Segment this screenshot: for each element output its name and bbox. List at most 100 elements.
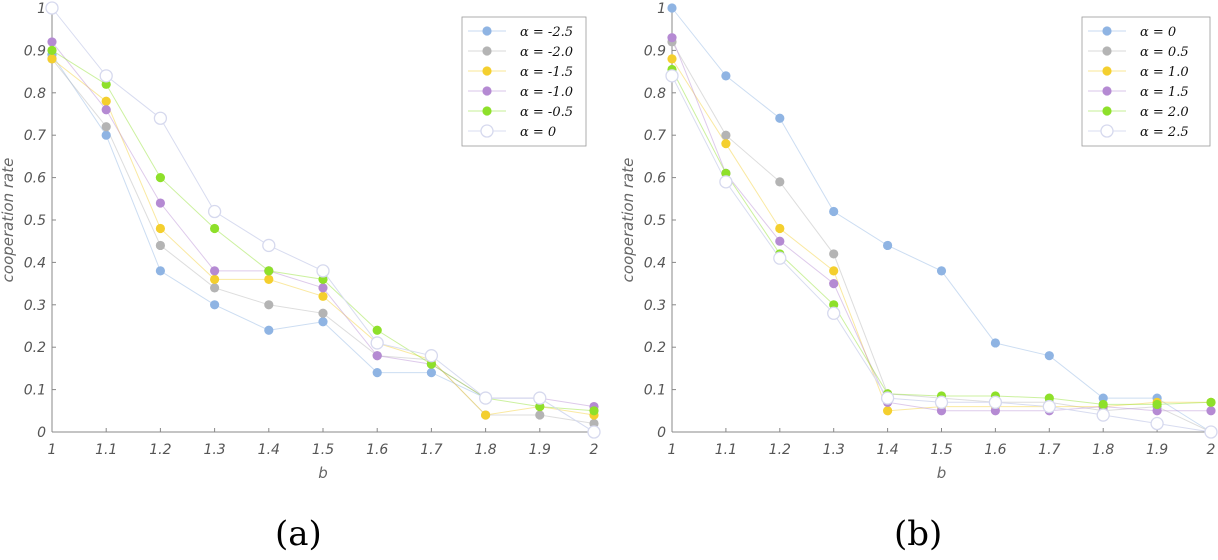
x-tick-label: 1.6 xyxy=(366,442,388,458)
data-point xyxy=(1204,425,1218,439)
data-point xyxy=(155,173,165,183)
x-tick-label: 1.6 xyxy=(984,442,1006,458)
data-point xyxy=(370,336,384,350)
data-point xyxy=(1152,406,1162,416)
y-axis-label: cooperation rate xyxy=(619,158,637,283)
legend-label: α = -2.5 xyxy=(520,25,573,40)
x-tick-label: 1.8 xyxy=(474,442,496,458)
data-point xyxy=(47,45,57,56)
y-tick-label: 0.2 xyxy=(24,340,46,356)
data-point xyxy=(1206,406,1216,416)
data-point xyxy=(667,33,677,43)
data-point xyxy=(934,395,949,409)
data-point xyxy=(667,3,677,13)
x-tick-label: 1 xyxy=(668,442,677,458)
data-point xyxy=(155,223,165,234)
data-point xyxy=(587,425,601,439)
data-point xyxy=(721,139,731,149)
data-point xyxy=(101,130,111,140)
data-point xyxy=(1042,399,1056,414)
data-point xyxy=(372,325,382,335)
data-point xyxy=(1096,408,1110,422)
data-point xyxy=(318,317,328,327)
data-point xyxy=(426,368,436,378)
data-point xyxy=(990,338,1000,348)
chart-b-svg: 1 1.1 1.2 1.3 1.4 1.5 1.6 1.7 1.8 1.9 2 0 0.1 0.2 0.3 0… xyxy=(619,1,1218,482)
data-point xyxy=(207,204,222,219)
y-tick-label: 0.4 xyxy=(644,255,666,271)
y-axis-label: cooperation rate xyxy=(0,158,17,283)
data-point xyxy=(829,266,839,276)
x-tick-label: 1.8 xyxy=(1092,442,1114,458)
data-point xyxy=(721,130,731,140)
data-point xyxy=(210,223,220,234)
data-point xyxy=(155,240,165,251)
data-point xyxy=(719,175,733,189)
data-point xyxy=(1152,399,1162,410)
legend-swatch-marker xyxy=(1100,124,1114,138)
x-tick-label: 1.7 xyxy=(420,442,442,458)
data-point xyxy=(101,122,111,132)
data-point xyxy=(481,410,491,420)
legend-swatch-marker xyxy=(1102,86,1112,96)
x-tick-label: 1.5 xyxy=(930,442,952,458)
legend-swatch-marker xyxy=(1102,106,1112,116)
legend-swatch-marker xyxy=(1102,66,1112,76)
data-point xyxy=(535,410,545,420)
data-point xyxy=(883,406,893,416)
legend-label: α = -0.5 xyxy=(520,105,573,120)
data-point xyxy=(773,251,787,265)
data-point xyxy=(210,300,220,310)
legend-swatch-marker xyxy=(480,124,494,138)
y-tick-label: 0.1 xyxy=(24,383,46,399)
chart-panel-a: 1 1.1 1.2 1.3 1.4 1.5 1.6 1.7 1.8 1.9 2 0 0.1 0.2 0.3 0… xyxy=(0,1,601,554)
legend-box xyxy=(1081,16,1211,147)
legend-swatch-marker xyxy=(482,46,492,56)
x-tick-label: 1.2 xyxy=(769,442,791,458)
y-tick-label: 0.9 xyxy=(644,43,666,59)
data-point xyxy=(372,351,382,361)
data-point xyxy=(99,69,113,83)
caption-b: (b) xyxy=(894,514,943,554)
data-point xyxy=(775,223,785,234)
data-point xyxy=(478,391,493,405)
data-point xyxy=(829,206,839,217)
data-point xyxy=(264,325,274,335)
legend-swatch-marker xyxy=(482,66,492,76)
data-point xyxy=(318,283,328,293)
data-point xyxy=(667,54,677,64)
y-tick-label: 0.6 xyxy=(24,171,46,187)
legend-label: α = 0 xyxy=(520,125,556,140)
data-point xyxy=(155,198,165,208)
x-tick-label: 1.3 xyxy=(203,442,225,458)
caption-a: (a) xyxy=(275,514,322,554)
data-point xyxy=(45,1,59,15)
data-point xyxy=(101,96,111,106)
data-point xyxy=(155,266,165,276)
legend-label: α = 0 xyxy=(1140,25,1176,40)
x-tick-label: 1.3 xyxy=(823,442,845,458)
data-point xyxy=(827,306,841,320)
data-point xyxy=(210,283,220,293)
data-point xyxy=(589,406,599,416)
legend-swatch-marker xyxy=(482,26,492,36)
x-axis-label: b xyxy=(318,464,328,482)
x-axis-label: b xyxy=(937,464,947,482)
data-point xyxy=(1098,393,1108,403)
data-point xyxy=(665,69,679,83)
y-tick-label: 0.4 xyxy=(24,255,46,271)
y-tick-label: 1 xyxy=(37,1,46,17)
legend-label: α = -1.0 xyxy=(520,85,573,100)
data-point xyxy=(775,113,785,123)
chart-a-svg: 1 1.1 1.2 1.3 1.4 1.5 1.6 1.7 1.8 1.9 2 0 0.1 0.2 0.3 0… xyxy=(0,1,601,482)
legend-label: α = 2.0 xyxy=(1140,105,1189,120)
x-tick-label: 1.7 xyxy=(1038,442,1060,458)
data-point xyxy=(318,291,328,301)
legend-label: α = -2.0 xyxy=(520,45,573,60)
data-point xyxy=(775,236,785,246)
x-tick-label: 1.5 xyxy=(312,442,334,458)
y-tick-label: 0.2 xyxy=(644,340,666,356)
y-tick-label: 0.1 xyxy=(644,383,666,399)
y-tick-label: 0.8 xyxy=(644,86,666,102)
data-point xyxy=(264,300,274,310)
